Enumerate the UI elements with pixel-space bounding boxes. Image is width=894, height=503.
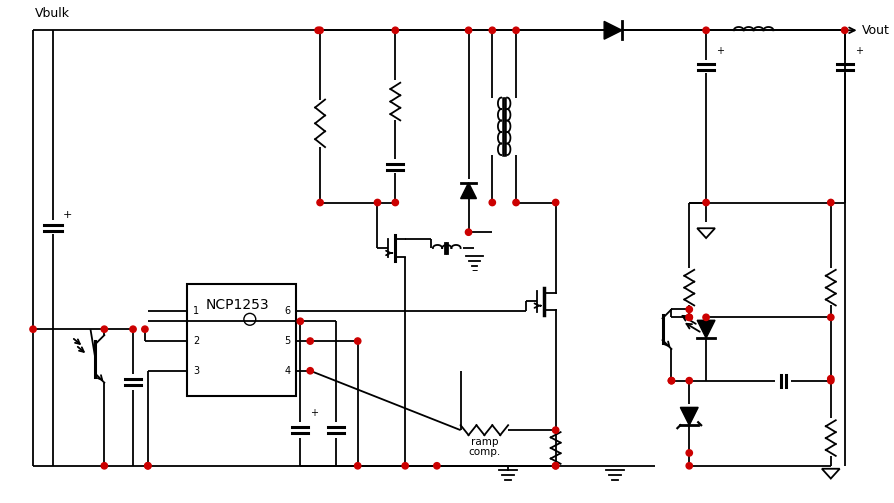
Text: 4: 4 xyxy=(284,366,291,376)
Circle shape xyxy=(307,338,314,344)
Circle shape xyxy=(101,326,107,332)
Text: 1: 1 xyxy=(193,306,199,316)
Text: Vbulk: Vbulk xyxy=(35,8,70,21)
Bar xyxy=(188,284,296,396)
Circle shape xyxy=(703,27,709,34)
Circle shape xyxy=(402,463,409,469)
Circle shape xyxy=(142,326,148,332)
Circle shape xyxy=(466,229,472,235)
Circle shape xyxy=(552,199,559,206)
Polygon shape xyxy=(697,320,715,338)
Circle shape xyxy=(130,326,136,332)
Circle shape xyxy=(375,199,381,206)
Circle shape xyxy=(669,377,675,384)
Circle shape xyxy=(489,199,495,206)
Text: +: + xyxy=(310,408,318,418)
Circle shape xyxy=(297,318,303,324)
Circle shape xyxy=(489,27,495,34)
Circle shape xyxy=(355,463,361,469)
Circle shape xyxy=(466,27,472,34)
Text: +: + xyxy=(855,46,863,56)
Circle shape xyxy=(686,377,693,384)
Circle shape xyxy=(703,199,709,206)
Circle shape xyxy=(552,427,559,433)
Circle shape xyxy=(828,377,834,384)
Circle shape xyxy=(145,463,151,469)
Circle shape xyxy=(392,199,399,206)
Circle shape xyxy=(434,463,440,469)
Circle shape xyxy=(513,199,519,206)
Polygon shape xyxy=(604,22,622,39)
Text: –: – xyxy=(471,264,477,277)
Circle shape xyxy=(686,306,693,312)
Circle shape xyxy=(686,314,693,320)
Circle shape xyxy=(841,27,848,34)
Text: +: + xyxy=(716,46,724,56)
Circle shape xyxy=(703,314,709,320)
Circle shape xyxy=(828,376,834,382)
Text: 6: 6 xyxy=(284,306,291,316)
Text: comp.: comp. xyxy=(468,447,501,457)
Circle shape xyxy=(307,368,314,374)
Circle shape xyxy=(552,463,559,469)
Circle shape xyxy=(552,463,559,469)
Polygon shape xyxy=(460,183,477,199)
Circle shape xyxy=(315,27,321,34)
Text: Vout: Vout xyxy=(862,24,890,37)
Polygon shape xyxy=(680,407,698,425)
Circle shape xyxy=(686,314,693,320)
Text: +: + xyxy=(63,210,72,220)
Circle shape xyxy=(316,27,324,34)
Circle shape xyxy=(686,450,693,456)
Circle shape xyxy=(513,27,519,34)
Text: 3: 3 xyxy=(193,366,199,376)
Text: 2: 2 xyxy=(193,336,199,346)
Circle shape xyxy=(669,377,675,384)
Circle shape xyxy=(316,199,324,206)
Circle shape xyxy=(355,338,361,344)
Text: ramp: ramp xyxy=(470,437,498,447)
Circle shape xyxy=(101,463,107,469)
Circle shape xyxy=(145,463,151,469)
Circle shape xyxy=(30,326,37,332)
Circle shape xyxy=(686,463,693,469)
Text: NCP1253: NCP1253 xyxy=(205,297,269,311)
Circle shape xyxy=(828,199,834,206)
Text: 5: 5 xyxy=(284,336,291,346)
Circle shape xyxy=(392,27,399,34)
Circle shape xyxy=(828,314,834,320)
